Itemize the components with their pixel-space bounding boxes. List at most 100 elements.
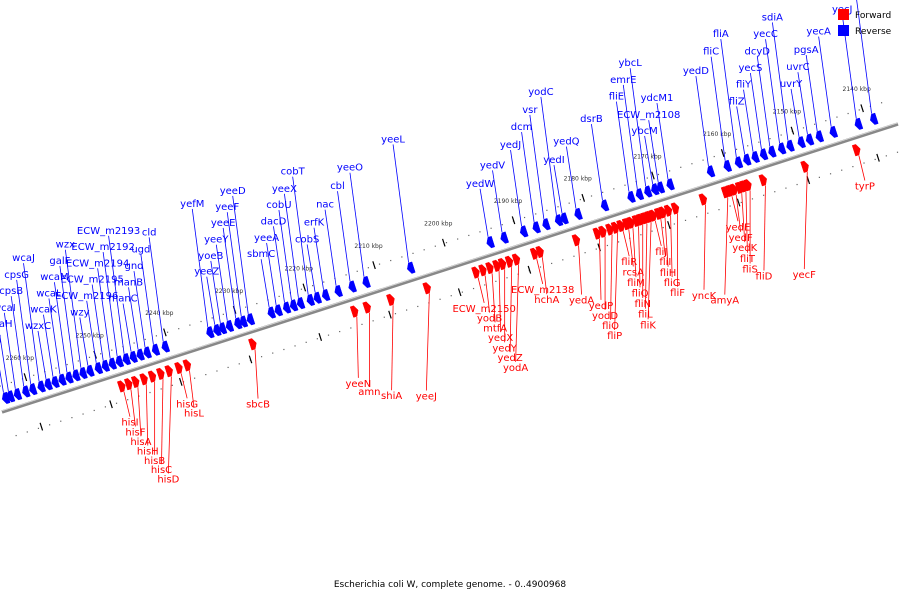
leader-line-reverse — [743, 89, 754, 152]
gene-forward-tyrP — [851, 144, 861, 157]
leader-line-forward — [484, 275, 491, 313]
gene-label-reverse: yedW — [466, 179, 494, 190]
guide-dot-below — [238, 363, 240, 365]
guide-dot-above — [66, 363, 68, 366]
leader-line-reverse — [324, 209, 337, 286]
gene-reverse-yeeF — [239, 315, 249, 328]
leader-line-reverse — [59, 265, 75, 371]
leader-line-forward — [638, 226, 641, 288]
leader-line-reverse — [720, 39, 737, 158]
leader-line-reverse — [54, 282, 68, 373]
tick-mark-lower — [876, 153, 880, 162]
leader-line-reverse — [102, 252, 118, 357]
gene-reverse-emrE — [635, 188, 645, 201]
gene-label-reverse: fliC — [703, 47, 719, 58]
leader-line-reverse — [790, 88, 800, 137]
gene-label-reverse: yedD — [683, 66, 709, 77]
guide-dot-above — [579, 198, 581, 201]
gene-forward-hisD — [164, 365, 173, 378]
gene-label-reverse: ECW_m2196 — [55, 291, 118, 302]
gene-label-reverse: wcaK — [30, 305, 57, 316]
leader-line-reverse — [128, 287, 139, 350]
gene-forward-yecF — [800, 160, 809, 173]
gene-forward-yeeN — [349, 305, 359, 318]
leader-line-forward — [610, 234, 613, 320]
leader-line-reverse — [566, 146, 577, 209]
gene-reverse-yecA — [829, 125, 839, 138]
gene-label-forward: fliP — [607, 331, 622, 342]
gene-label-forward: yedA — [569, 296, 594, 307]
guide-dot-below — [617, 241, 620, 243]
gene-forward-yodA — [511, 253, 521, 266]
gene-label-reverse: yecS — [738, 63, 762, 74]
gene-reverse-wzy — [86, 364, 95, 377]
guide-dot-below — [472, 287, 475, 290]
guide-dot-above — [423, 249, 425, 251]
gene-reverse-wcaI — [13, 387, 23, 401]
leader-line-forward — [578, 245, 582, 295]
gene-reverse-ECW_m2192 — [115, 355, 125, 368]
gene-label-reverse: yecC — [753, 29, 778, 40]
guide-dot-above — [100, 353, 102, 355]
gene-forward-ECW_m2150 — [471, 266, 480, 279]
guide-dot-above — [77, 360, 79, 362]
gene-label-forward: yeeJ — [416, 392, 437, 403]
tick-label: 2250 kbp — [76, 333, 104, 340]
tick-mark-lower — [736, 198, 741, 207]
leader-line-reverse — [10, 296, 25, 387]
leader-line-reverse — [226, 212, 242, 317]
tick-mark — [581, 193, 586, 202]
gene-reverse-galF — [72, 369, 81, 382]
guide-dot-below — [640, 234, 642, 236]
gene-forward-fliH — [658, 206, 667, 219]
gene-forward-hisB — [147, 370, 157, 383]
gene-reverse-fliC — [723, 159, 733, 172]
reverse-strand-genes — [1, 112, 879, 404]
leader-line-reverse — [0, 333, 9, 392]
leader-line-forward — [614, 233, 619, 331]
gene-label-forward: yodA — [503, 363, 528, 374]
guide-dot-below — [863, 162, 865, 164]
gene-label-forward: yodD — [592, 311, 618, 322]
gene-forward-yodD — [598, 225, 607, 238]
gene-label-reverse: cpsG — [4, 270, 29, 281]
gene-reverse-manC — [129, 350, 139, 363]
gene-label-reverse: yeeD — [220, 186, 246, 197]
gene-label-reverse: galF — [49, 256, 70, 267]
gene-reverse-yeeL — [407, 261, 416, 274]
gene-reverse-cobU — [289, 299, 299, 312]
gene-forward-shiA — [386, 293, 395, 307]
tick-mark-lower — [527, 265, 532, 274]
gene-reverse-ydcM1 — [666, 178, 675, 191]
gene-label-reverse: cobU — [266, 200, 291, 211]
leader-line-forward — [509, 267, 513, 353]
guide-dot-below — [673, 223, 675, 225]
guide-dot-below — [115, 402, 118, 404]
guide-dot-below — [216, 370, 218, 372]
tick-label: 2200 kbp — [424, 221, 452, 228]
gene-label-forward: amyA — [710, 296, 739, 307]
guide-dot-above — [278, 295, 280, 298]
guide-dot-below — [662, 226, 664, 229]
gene-label-forward: rcsA — [623, 267, 645, 278]
guide-dot-above — [523, 216, 526, 219]
leader-line-reverse — [37, 330, 47, 380]
gene-label-forward: fliQ — [632, 288, 649, 299]
tick-label: 2170 kbp — [633, 153, 661, 160]
gene-forward-hisG — [174, 362, 183, 375]
tick-mark — [302, 283, 307, 292]
leader-line-forward — [735, 194, 742, 232]
leader-line-forward — [622, 231, 630, 257]
gene-reverse-fliA — [734, 156, 744, 169]
guide-dot-below — [417, 305, 419, 308]
guide-dot-below — [26, 431, 28, 433]
gene-reverse-cld — [161, 340, 171, 353]
guide-dot-above — [590, 195, 593, 197]
gene-forward-fliJ — [648, 209, 657, 222]
tick-mark-lower — [318, 333, 323, 342]
gene-forward-hchA — [535, 245, 544, 259]
tick-label: 2160 kbp — [703, 131, 731, 138]
backbone-line — [1, 122, 899, 414]
gene-reverse-ybcL — [644, 185, 653, 198]
gene-label-reverse: erfK — [304, 218, 325, 229]
